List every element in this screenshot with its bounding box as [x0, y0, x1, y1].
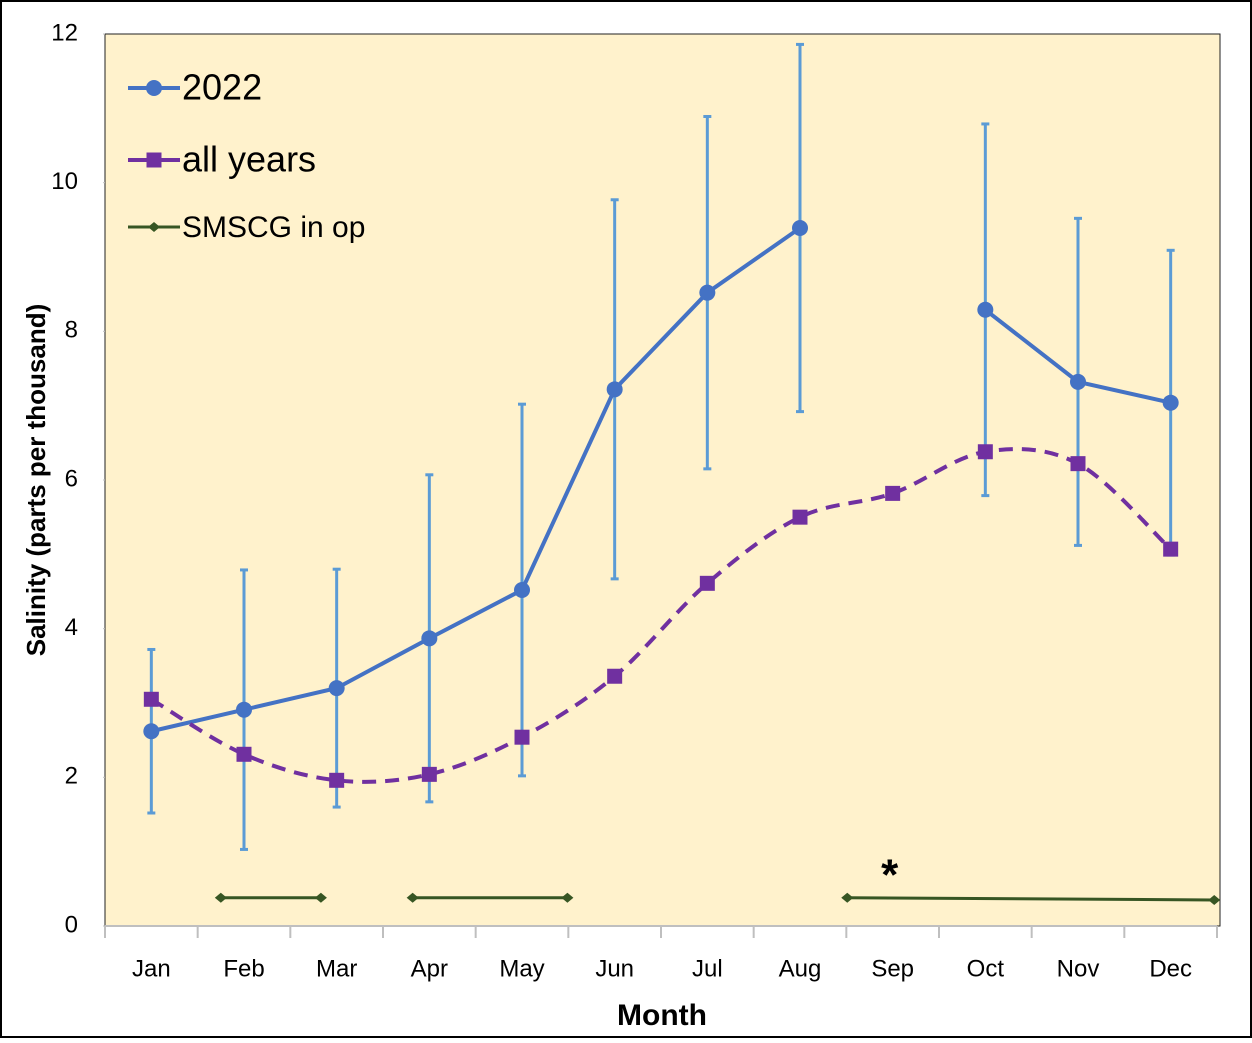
legend-label: 2022 — [182, 67, 262, 108]
y-tick-label: 10 — [51, 168, 78, 195]
legend-marker — [146, 152, 162, 168]
x-tick-label: Feb — [223, 955, 264, 982]
x-tick-label: Dec — [1149, 955, 1192, 982]
legend-marker — [148, 222, 160, 232]
data-point — [1070, 456, 1086, 472]
data-point — [314, 892, 327, 903]
data-point — [514, 582, 530, 599]
data-point — [841, 892, 854, 903]
data-point — [699, 284, 716, 301]
data-point — [214, 892, 227, 903]
x-tick-label: Mar — [316, 955, 357, 982]
data-point — [236, 746, 252, 762]
x-tick-label: Jan — [132, 955, 171, 982]
data-point — [606, 381, 623, 398]
x-tick-label: Oct — [967, 955, 1005, 982]
y-tick-label: 6 — [65, 465, 78, 492]
data-point — [514, 729, 530, 745]
data-point — [406, 892, 419, 903]
data-point — [1208, 894, 1221, 905]
data-point — [1163, 541, 1179, 557]
y-tick-label: 0 — [65, 911, 78, 938]
y-tick-label: 4 — [65, 614, 78, 641]
data-point — [329, 772, 345, 788]
data-point — [977, 301, 994, 318]
data-point — [143, 691, 159, 707]
legend-marker — [146, 80, 162, 96]
x-axis-label: Month — [617, 999, 707, 1032]
data-point — [977, 444, 993, 460]
x-tick-label: May — [499, 955, 544, 982]
x-tick-label: Apr — [411, 955, 448, 982]
x-tick-label: Jul — [692, 955, 723, 982]
data-point — [421, 630, 438, 647]
y-tick-label: 12 — [51, 19, 78, 46]
y-tick-label: 2 — [65, 763, 78, 790]
data-point — [607, 668, 623, 684]
y-axis-label: Salinity (parts per thousand) — [21, 304, 51, 657]
data-point — [1162, 394, 1179, 411]
annotation: * — [881, 851, 899, 900]
data-point — [1070, 373, 1086, 390]
series-line — [150, 447, 1173, 784]
data-point — [885, 485, 901, 501]
x-tick-label: Jun — [595, 955, 634, 982]
data-point — [792, 509, 808, 525]
data-point — [561, 892, 574, 903]
legend-label: SMSCG in op — [182, 211, 365, 244]
data-point — [421, 766, 437, 782]
data-point — [328, 680, 345, 697]
plot-area — [104, 33, 1221, 927]
data-point — [236, 701, 252, 718]
x-tick-label: Sep — [871, 955, 914, 982]
data-point — [792, 220, 808, 237]
y-tick-label: 8 — [65, 317, 78, 344]
legend-label: all years — [182, 139, 316, 180]
x-tick-label: Aug — [779, 955, 822, 982]
series-line — [220, 896, 1215, 902]
x-tick-label: Nov — [1057, 955, 1100, 982]
data-point — [143, 723, 160, 740]
data-point — [699, 575, 715, 591]
